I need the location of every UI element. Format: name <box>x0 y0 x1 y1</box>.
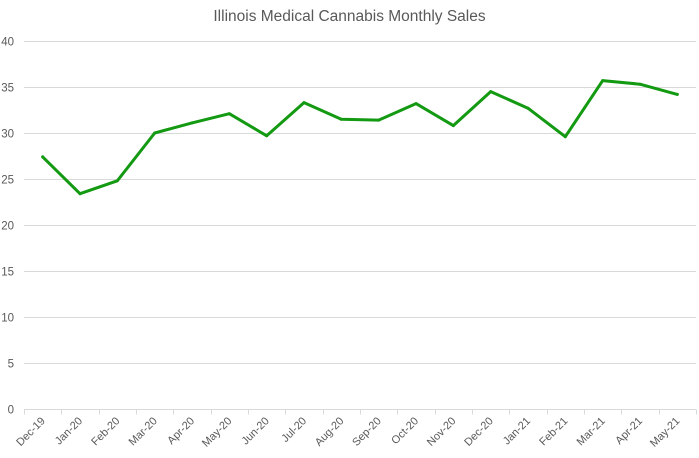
y-axis-ticks: 0 5 10 15 20 25 30 35 40 <box>1 37 14 417</box>
data-point <box>451 124 455 128</box>
data-point <box>115 179 119 183</box>
x-tick-label: May-21 <box>648 415 682 449</box>
x-tick-label: Dec-19 <box>14 415 48 449</box>
x-tick-label: Sep-20 <box>350 415 384 449</box>
gridlines <box>24 41 696 364</box>
data-point <box>601 79 605 83</box>
x-tick-label: Oct-20 <box>389 415 421 447</box>
x-tick-label: Feb-20 <box>89 415 122 448</box>
data-point <box>526 106 530 110</box>
data-point <box>414 102 418 106</box>
x-tick-label: Mar-20 <box>127 415 160 448</box>
y-tick-label: 20 <box>1 221 14 233</box>
y-tick-label: 10 <box>1 313 14 325</box>
y-tick-label: 15 <box>1 267 14 279</box>
data-point <box>153 131 157 135</box>
data-point <box>302 101 306 105</box>
y-tick-label: 5 <box>8 359 14 371</box>
x-axis-labels: Dec-19 Jan-20 Feb-20 Mar-20 Apr-20 May-20 Jun-… <box>14 415 682 449</box>
y-tick-label: 25 <box>1 175 14 187</box>
data-point <box>227 112 231 116</box>
y-tick-label: 30 <box>1 129 14 141</box>
x-axis-ticks <box>24 409 697 415</box>
y-tick-label: 35 <box>1 83 14 95</box>
y-tick-label: 40 <box>1 37 14 49</box>
data-point <box>675 92 679 96</box>
data-point <box>377 118 381 122</box>
data-point <box>638 82 642 86</box>
data-point <box>489 90 493 94</box>
x-tick-label: Mar-21 <box>575 415 608 448</box>
x-tick-label: Nov-20 <box>425 415 459 449</box>
data-point <box>563 135 567 139</box>
x-tick-label: Apr-20 <box>165 415 197 447</box>
data-point <box>190 121 194 125</box>
x-tick-label: Jun-20 <box>240 415 272 447</box>
x-tick-label: Jan-20 <box>53 415 85 447</box>
x-tick-label: May-20 <box>200 415 234 449</box>
data-point <box>339 117 343 121</box>
x-tick-label: Jan-21 <box>501 415 533 447</box>
x-tick-label: Feb-21 <box>537 415 570 448</box>
data-point <box>78 192 82 196</box>
data-point <box>265 134 269 138</box>
y-tick-label: 0 <box>8 405 14 417</box>
x-tick-label: Aug-20 <box>313 415 347 449</box>
data-point <box>41 155 45 159</box>
x-tick-label: Apr-21 <box>613 415 645 447</box>
x-tick-label: Dec-20 <box>462 415 496 449</box>
x-tick-label: Jul-20 <box>279 415 309 445</box>
chart-title: Illinois Medical Cannabis Monthly Sales <box>213 8 485 25</box>
series-group <box>41 79 679 196</box>
series-line <box>41 79 679 196</box>
